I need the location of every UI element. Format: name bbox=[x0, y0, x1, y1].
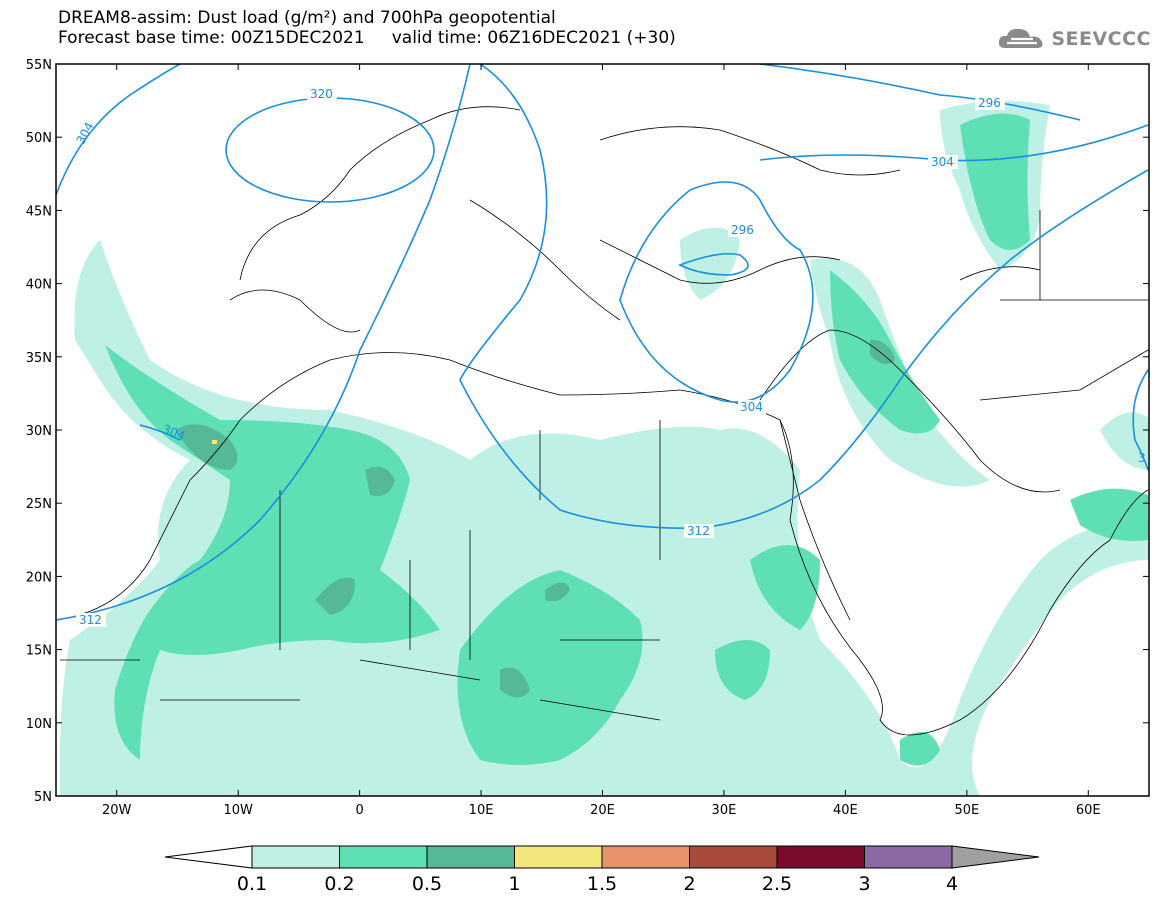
contour-312-east bbox=[459, 64, 1149, 529]
contour-label-312-west: 312 bbox=[79, 613, 102, 627]
map-title: DREAM8-assim: Dust load (g/m²) and 700hP… bbox=[58, 8, 676, 48]
lat-tick-label: 40N bbox=[26, 278, 52, 293]
colorbar-under-arrow bbox=[164, 845, 253, 869]
contour-label-304-levant: 304 bbox=[740, 400, 763, 414]
lon-tick-label: 0 bbox=[355, 803, 363, 818]
colorbar-label: 1 bbox=[508, 873, 520, 895]
map-plot-area: 320 304 296 304 304 312 312 296 304 3 bbox=[56, 64, 1149, 796]
colorbar-label: 1.5 bbox=[587, 873, 617, 895]
colorbar-swatch bbox=[251, 845, 340, 869]
contour-label-296-north: 296 bbox=[978, 96, 1001, 110]
latitude-axis: 55N 50N 45N 40N 35N 30N 25N 20N 15N 10N 5N bbox=[26, 58, 1149, 805]
base-time: Forecast base time: 00Z15DEC2021 bbox=[58, 28, 365, 48]
contour-east-edge bbox=[1132, 369, 1149, 471]
colorbar-label: 2.5 bbox=[762, 873, 792, 895]
lon-tick-label: 10E bbox=[469, 803, 494, 818]
contour-304-balkans bbox=[619, 181, 814, 403]
seevccc-logo: SEEVCCC bbox=[997, 26, 1151, 52]
lat-tick-label: 5N bbox=[34, 790, 52, 805]
lat-tick-label: 35N bbox=[26, 351, 52, 366]
lat-tick-label: 20N bbox=[26, 570, 52, 585]
contour-304-west bbox=[56, 64, 181, 196]
contour-label-304-north: 304 bbox=[931, 155, 954, 169]
lon-tick-label: 30E bbox=[712, 803, 737, 818]
colorbar-swatch bbox=[514, 845, 603, 869]
lat-tick-label: 15N bbox=[26, 644, 52, 659]
colorbar: 0.1 0.2 0.5 1 1.5 2 2.5 3 4 bbox=[164, 845, 1040, 895]
colorbar-label: 0.2 bbox=[324, 873, 354, 895]
colorbar-swatch bbox=[601, 845, 690, 869]
lon-tick-label: 50E bbox=[954, 803, 979, 818]
contour-label-east-edge: 3 bbox=[1138, 451, 1146, 465]
lon-tick-label: 40E bbox=[833, 803, 858, 818]
lon-tick-label: 60E bbox=[1076, 803, 1101, 818]
lat-tick-label: 55N bbox=[26, 58, 52, 73]
logo-text: SEEVCCC bbox=[1051, 28, 1151, 50]
colorbar-label: 4 bbox=[946, 873, 958, 895]
contour-296-aegean bbox=[678, 252, 749, 276]
lat-tick-label: 50N bbox=[26, 131, 52, 146]
colorbar-label: 3 bbox=[858, 873, 870, 895]
contour-312-west bbox=[56, 64, 471, 621]
dust-shading-high bbox=[175, 340, 895, 698]
longitude-axis: 20W 10W 0 10E 20E 30E 40E 50E 60E bbox=[102, 64, 1101, 818]
lat-tick-label: 30N bbox=[26, 424, 52, 439]
dust-peak-marker bbox=[212, 440, 217, 444]
colorbar-label: 0.5 bbox=[412, 873, 442, 895]
colorbar-swatch bbox=[689, 845, 778, 869]
colorbar-swatch bbox=[426, 845, 515, 869]
contour-label-296-aegean: 296 bbox=[731, 223, 754, 237]
colorbar-label: 0.1 bbox=[237, 873, 267, 895]
title-line-1: DREAM8-assim: Dust load (g/m²) and 700hP… bbox=[58, 8, 556, 28]
lat-tick-label: 10N bbox=[26, 717, 52, 732]
lon-tick-label: 20E bbox=[590, 803, 615, 818]
contour-labels: 320 304 296 304 304 312 312 296 304 3 bbox=[73, 87, 1146, 627]
contour-296-north bbox=[759, 64, 1081, 121]
contour-304-africa bbox=[139, 424, 181, 441]
valid-time: valid time: 06Z16DEC2021 (+30) bbox=[391, 28, 676, 48]
contour-label-320: 320 bbox=[310, 87, 333, 101]
cloud-icon bbox=[999, 28, 1043, 48]
colorbar-swatch bbox=[864, 845, 953, 869]
contour-label-312-east: 312 bbox=[687, 524, 710, 538]
lat-tick-label: 45N bbox=[26, 204, 52, 219]
colorbar-over-arrow bbox=[951, 845, 1040, 869]
colorbar-swatch bbox=[776, 845, 865, 869]
lon-tick-label: 20W bbox=[102, 803, 132, 818]
lon-tick-label: 10W bbox=[223, 803, 253, 818]
colorbar-label: 2 bbox=[683, 873, 695, 895]
colorbar-swatch bbox=[339, 845, 428, 869]
lat-tick-label: 25N bbox=[26, 497, 52, 512]
